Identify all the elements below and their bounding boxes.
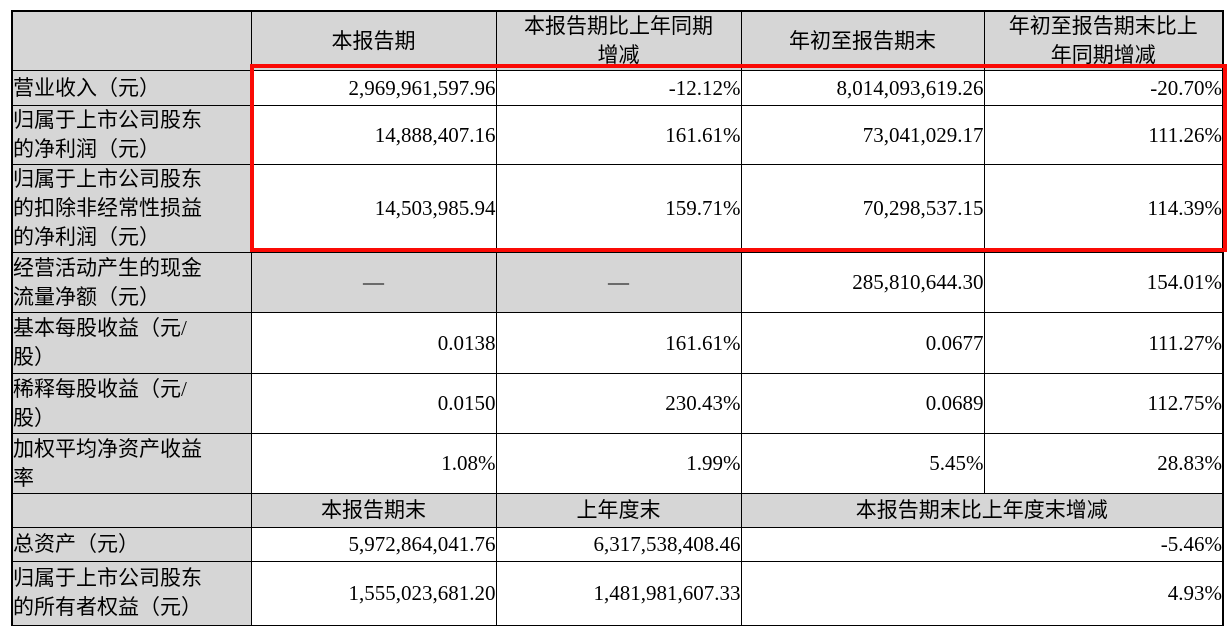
table-subheader-row: 本报告期末 上年度末 本报告期末比上年度末增减	[11, 493, 1224, 528]
table-row-weighted-roe: 加权平均净资产收益 率 1.08% 1.99% 5.45% 28.83%	[11, 433, 1224, 494]
table-row-revenue: 营业收入（元） 2,969,961,597.96 -12.12% 8,014,0…	[11, 70, 1224, 106]
row-label: 归属于上市公司股东 的净利润（元）	[11, 105, 252, 165]
value-cell: -12.12%	[495, 70, 742, 106]
value-cell: 0.0677	[740, 312, 985, 374]
value-cell: -20.70%	[983, 70, 1224, 106]
value-cell: 159.71%	[495, 164, 742, 253]
value-cell: 1,481,981,607.33	[495, 561, 742, 626]
value-cell-empty: —	[495, 252, 742, 313]
value-cell: 1.08%	[250, 433, 497, 494]
header-current-period-yoy: 本报告期比上年同期 增减	[495, 10, 742, 71]
table-row-operating-cashflow: 经营活动产生的现金 流量净额（元） — — 285,810,644.30 154…	[11, 252, 1224, 313]
table-row-net-profit: 归属于上市公司股东 的净利润（元） 14,888,407.16 161.61% …	[11, 105, 1224, 165]
row-label: 经营活动产生的现金 流量净额（元）	[11, 252, 252, 313]
value-cell: 73,041,029.17	[740, 105, 985, 165]
table-row-basic-eps: 基本每股收益（元/ 股） 0.0138 161.61% 0.0677 111.2…	[11, 312, 1224, 374]
table-row-total-assets: 总资产（元） 5,972,864,041.76 6,317,538,408.46…	[11, 527, 1224, 562]
value-cell: 70,298,537.15	[740, 164, 985, 253]
value-cell: 161.61%	[495, 105, 742, 165]
value-cell: 111.26%	[983, 105, 1224, 165]
value-cell: 14,888,407.16	[250, 105, 497, 165]
value-cell: 111.27%	[983, 312, 1224, 374]
value-cell: 1,555,023,681.20	[250, 561, 497, 626]
table-header-row: 本报告期 本报告期比上年同期 增减 年初至报告期末 年初至报告期末比上 年同期增…	[11, 10, 1224, 71]
value-cell: 112.75%	[983, 373, 1224, 434]
value-cell: 1.99%	[495, 433, 742, 494]
subheader-prev-year-end: 上年度末	[495, 493, 742, 528]
header-current-period: 本报告期	[250, 10, 497, 71]
subheader-period-end-change: 本报告期末比上年度末增减	[740, 493, 1224, 528]
value-cell: 8,014,093,619.26	[740, 70, 985, 106]
header-ytd-yoy: 年初至报告期末比上 年同期增减	[983, 10, 1224, 71]
table-row-net-profit-deducted: 归属于上市公司股东 的扣除非经常性损益 的净利润（元） 14,503,985.9…	[11, 164, 1224, 253]
value-cell: 161.61%	[495, 312, 742, 374]
row-label: 归属于上市公司股东 的扣除非经常性损益 的净利润（元）	[11, 164, 252, 253]
value-cell: 5,972,864,041.76	[250, 527, 497, 562]
value-cell: 5.45%	[740, 433, 985, 494]
row-label: 加权平均净资产收益 率	[11, 433, 252, 494]
subheader-corner-cell	[11, 493, 252, 528]
value-cell: 14,503,985.94	[250, 164, 497, 253]
row-label: 总资产（元）	[11, 527, 252, 562]
subheader-period-end: 本报告期末	[250, 493, 497, 528]
value-cell: -5.46%	[740, 527, 1224, 562]
value-cell-empty: —	[250, 252, 497, 313]
value-cell: 0.0150	[250, 373, 497, 434]
value-cell: 114.39%	[983, 164, 1224, 253]
value-cell: 154.01%	[983, 252, 1224, 313]
value-cell: 0.0138	[250, 312, 497, 374]
row-label: 归属于上市公司股东 的所有者权益（元）	[11, 561, 252, 626]
value-cell: 285,810,644.30	[740, 252, 985, 313]
row-label: 营业收入（元）	[11, 70, 252, 106]
table-row-owners-equity: 归属于上市公司股东 的所有者权益（元） 1,555,023,681.20 1,4…	[11, 561, 1224, 626]
row-label: 稀释每股收益（元/ 股）	[11, 373, 252, 434]
value-cell: 0.0689	[740, 373, 985, 434]
value-cell: 4.93%	[740, 561, 1224, 626]
value-cell: 6,317,538,408.46	[495, 527, 742, 562]
header-ytd: 年初至报告期末	[740, 10, 985, 71]
header-corner-cell	[11, 10, 252, 71]
financial-summary-table: 本报告期 本报告期比上年同期 增减 年初至报告期末 年初至报告期末比上 年同期增…	[11, 10, 1224, 626]
value-cell: 2,969,961,597.96	[250, 70, 497, 106]
value-cell: 28.83%	[983, 433, 1224, 494]
value-cell: 230.43%	[495, 373, 742, 434]
table-row-diluted-eps: 稀释每股收益（元/ 股） 0.0150 230.43% 0.0689 112.7…	[11, 373, 1224, 434]
row-label: 基本每股收益（元/ 股）	[11, 312, 252, 374]
